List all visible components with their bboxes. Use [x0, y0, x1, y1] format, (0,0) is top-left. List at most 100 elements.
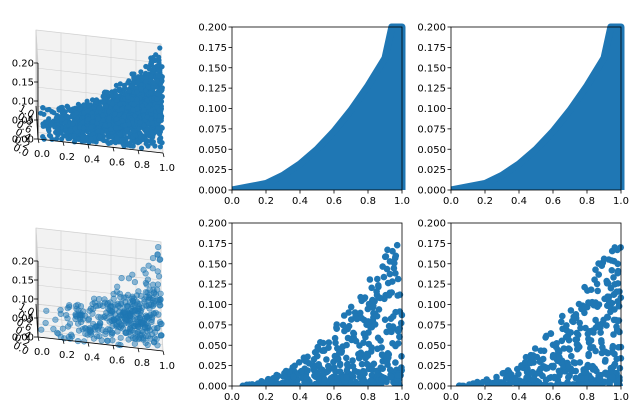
scatter-point: [396, 291, 404, 299]
scatter-point: [268, 377, 275, 384]
panel-bottom-right: 0.0 0.2 0.4 0.6 0.8 1.0 0.000 0.025 0.050 0.075 0.…: [417, 219, 629, 404]
scatter-point: [382, 253, 390, 260]
scatter-point: [143, 75, 149, 81]
scatter-point: [156, 256, 163, 263]
scatter-point: [344, 325, 352, 333]
scatter-point: [332, 339, 339, 347]
x-tick: [162, 350, 165, 356]
y-tick-label: 0.175: [198, 43, 227, 54]
x-tick-label: 1.0: [613, 392, 629, 403]
z-tick-label: 0.20: [12, 257, 34, 268]
scatter-point: [154, 296, 162, 303]
scatter-point: [104, 337, 111, 344]
scatter-point: [321, 376, 329, 384]
z-tick-label: 0.10: [12, 295, 34, 306]
scatter-points: [38, 45, 165, 151]
scatter-point: [584, 380, 592, 386]
scatter-point: [610, 331, 617, 338]
scatter-point: [603, 280, 611, 287]
scatter-point: [249, 381, 256, 386]
scatter-point: [150, 132, 156, 138]
x-tick-label: 1.0: [159, 361, 175, 372]
panel-bottom-left: 0.0 0.2 0.4 0.6 0.8 1.00.000.050.100.150.200.…: [11, 227, 175, 372]
scatter-point: [389, 247, 396, 255]
x-tick-label: 0.4: [292, 196, 308, 207]
scatter-point: [521, 359, 529, 366]
x-tick: [37, 138, 40, 144]
scatter-point: [145, 262, 152, 269]
scatter-point: [115, 323, 122, 330]
scatter-point: [333, 324, 340, 331]
scatter-point: [502, 375, 510, 382]
scatter-point: [387, 373, 395, 381]
scatter-point: [391, 259, 398, 267]
scatter-point: [113, 125, 119, 131]
scatter-point: [348, 371, 356, 379]
x-tick: [112, 147, 115, 152]
scatter-point: [144, 64, 150, 70]
scatter-point: [386, 366, 394, 374]
scatter-point: [319, 366, 326, 374]
scatter-point: [380, 273, 388, 281]
scatter-point: [333, 374, 341, 382]
scatter-point: [157, 320, 164, 328]
y-tick-label: 0.100: [417, 104, 446, 115]
scatter-point: [565, 336, 573, 344]
scatter-point: [102, 122, 108, 128]
x-tick-label: 0.4: [292, 392, 308, 403]
scatter-point: [325, 339, 333, 346]
scatter-point: [74, 320, 82, 327]
scatter-point: [363, 360, 371, 368]
scatter-point: [124, 291, 132, 298]
scatter-point: [104, 89, 110, 96]
scatter-point: [144, 97, 150, 103]
scatter-point: [55, 125, 61, 131]
scatter-point: [567, 307, 575, 314]
scatter-point: [81, 102, 87, 108]
y-tick-label: 0.025: [198, 165, 227, 176]
scatter-point: [95, 115, 101, 122]
scatter-point: [573, 336, 581, 343]
scatter-point: [601, 378, 609, 386]
scatter-point: [558, 318, 565, 326]
scatter-point: [576, 319, 583, 327]
x-tick-label: 1.0: [394, 196, 410, 207]
scatter-point: [523, 369, 531, 376]
x-tick-label: 0.2: [477, 392, 493, 403]
scatter-point: [101, 296, 108, 303]
scatter-point: [317, 339, 324, 346]
scatter-point: [310, 364, 317, 372]
scatter-point: [565, 362, 572, 370]
scatter-point: [376, 382, 384, 386]
scatter-point: [91, 323, 99, 330]
y-tick-label: 0.075: [198, 124, 227, 135]
scatter-point: [45, 127, 52, 133]
y-tick-label: 0.175: [417, 43, 446, 54]
scatter-point: [394, 327, 402, 335]
x-tick-label: 0.8: [579, 392, 595, 403]
scatter-point: [154, 96, 160, 102]
scatter-point: [44, 107, 50, 113]
y-tick-label: 0.200: [198, 23, 227, 34]
scatter-point: [52, 316, 59, 323]
scatter-point: [114, 97, 120, 103]
scatter-point: [357, 309, 364, 317]
y-tick-label: 0.175: [198, 239, 227, 250]
y-tick-label: 0.050: [198, 145, 227, 156]
scatter-point: [498, 381, 506, 386]
scatter-point: [100, 112, 106, 119]
scatter-point: [113, 104, 119, 110]
scatter-point: [116, 86, 122, 92]
scatter-point: [154, 63, 160, 69]
scatter-point: [38, 110, 44, 116]
scatter-point: [80, 119, 86, 125]
scatter-points: [38, 243, 165, 349]
y-tick-label: 0.100: [198, 300, 227, 311]
scatter-point: [50, 325, 57, 333]
scatter-point: [572, 367, 579, 375]
scatter-point: [154, 286, 161, 293]
scatter-point: [122, 317, 129, 324]
scatter-point: [143, 333, 150, 340]
y-tick-label: 0.025: [198, 361, 227, 372]
